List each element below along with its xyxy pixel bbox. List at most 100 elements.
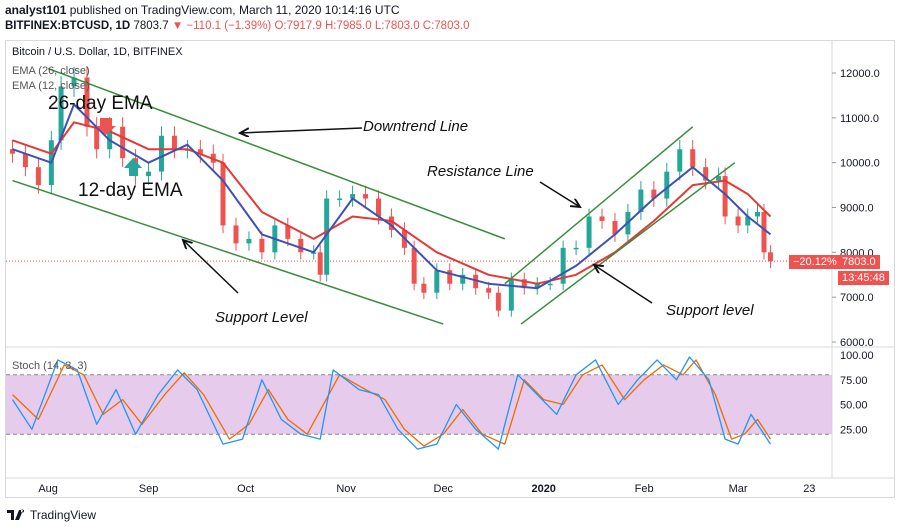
last-price-tag: 7803.0: [838, 255, 880, 269]
time-tick-label: Dec: [434, 483, 454, 495]
candle: [337, 198, 343, 201]
annotation-resistance-line: Resistance Line: [427, 163, 534, 180]
ohlc-values: O:7917.9 H:7985.0 L:7803.0 C:7803.0: [274, 20, 470, 32]
buy-arrow-icon: [124, 158, 142, 176]
candle: [573, 247, 579, 250]
legend-ema-12[interactable]: EMA (12, close): [12, 80, 90, 92]
tradingview-brand[interactable]: TradingView: [30, 508, 97, 522]
annotation-downtrend-line: Downtrend Line: [363, 118, 469, 135]
time-tick-label: 2020: [531, 483, 555, 495]
legend-stoch[interactable]: Stoch (14, 3, 3): [12, 360, 88, 372]
candle: [9, 149, 15, 154]
time-tick-label: Mar: [729, 483, 748, 495]
legend-ema-26[interactable]: EMA (26, close): [12, 65, 90, 77]
candle: [664, 171, 670, 199]
candle: [120, 126, 126, 159]
stoch-k-line: [11, 356, 772, 450]
stoch-d-line: [12, 359, 772, 447]
annotation-arrow: [594, 265, 653, 304]
candle: [285, 225, 291, 239]
candle: [421, 283, 427, 293]
candle: [486, 288, 492, 293]
trend-line: [12, 179, 444, 325]
candle: [233, 225, 239, 244]
price-change: −110.1 (−1.39%): [186, 20, 272, 32]
candle: [434, 270, 440, 293]
symbol-line: BITFINEX:BTCUSD, 1D 7803.7 ▼ −110.1 (−1.…: [5, 20, 469, 32]
price-tick-label: 6000.0: [840, 337, 874, 349]
candle: [735, 216, 741, 226]
candle: [767, 252, 773, 262]
candle: [586, 216, 592, 248]
tradingview-logo-icon: [7, 509, 24, 520]
candle: [171, 135, 177, 150]
candle: [58, 86, 64, 141]
chart-header: analyst101 published on TradingView.com,…: [0, 0, 900, 40]
annotation-arrow: [539, 181, 580, 207]
annotation-arrow: [183, 240, 239, 294]
candle: [197, 149, 203, 154]
countdown-tag: 13:45:48: [838, 271, 889, 285]
time-tick-label: 23: [803, 483, 815, 495]
candle: [146, 171, 152, 177]
symbol-name[interactable]: BITFINEX:BTCUSD, 1D: [5, 20, 131, 32]
candle: [534, 283, 540, 289]
ema-12-line: [12, 103, 772, 290]
stoch-tick-label: 50.00: [840, 400, 868, 412]
candle: [298, 238, 304, 253]
candle: [246, 238, 252, 244]
candle: [722, 176, 728, 217]
candle: [363, 194, 369, 199]
publisher-line: analyst101 published on TradingView.com,…: [5, 3, 400, 17]
candle: [473, 274, 479, 289]
time-tick-label: Sep: [139, 483, 159, 495]
candle: [324, 198, 330, 275]
candle: [317, 252, 323, 275]
candle: [460, 274, 466, 284]
candle: [651, 189, 657, 199]
legend-title: Bitcoin / U.S. Dollar, 1D, BITFINEX: [12, 46, 183, 58]
footer: TradingView: [0, 502, 900, 531]
candle: [259, 238, 265, 253]
candle: [547, 283, 553, 286]
candle: [71, 77, 77, 87]
candle: [220, 162, 226, 226]
candle: [508, 279, 514, 311]
price-tick-label: 7000.0: [840, 292, 874, 304]
sell-arrow-icon: [96, 118, 116, 135]
price-tick-label: 10000.0: [840, 158, 880, 170]
annotation-26-day-ema: 26-day EMA: [48, 93, 153, 114]
candle: [638, 189, 644, 212]
candle: [107, 126, 113, 150]
candle: [495, 292, 501, 311]
annotation-arrow: [240, 127, 363, 133]
candle: [521, 279, 527, 289]
price-tick-label: 12000.0: [840, 68, 880, 80]
down-arrow-icon: ▼: [171, 20, 184, 32]
candle: [411, 247, 417, 284]
candle: [745, 216, 751, 226]
last-price: 7803.7: [133, 20, 169, 32]
price-tick-label: 11000.0: [840, 113, 879, 125]
candle: [703, 167, 709, 181]
trend-line: [47, 67, 506, 240]
candle: [754, 211, 760, 217]
candle: [599, 216, 605, 221]
annotation-support-level-right: Support level: [666, 302, 754, 319]
candle: [677, 149, 683, 172]
stoch-band: [6, 374, 832, 435]
candle: [158, 135, 164, 172]
stoch-tick-label: 25.00: [840, 424, 868, 436]
chart-frame: [5, 40, 895, 498]
price-tick-label: 9000.0: [840, 203, 874, 215]
publisher-name[interactable]: analyst101: [5, 3, 67, 17]
published-text: published on TradingView.com, March 11, …: [69, 3, 400, 17]
candle: [612, 220, 618, 235]
annotation-12-day-ema: 12-day EMA: [78, 180, 183, 201]
trend-line: [504, 126, 694, 285]
trend-line: [520, 162, 736, 325]
annotation-support-level-left: Support Level: [215, 309, 308, 326]
time-tick-label: Feb: [635, 483, 654, 495]
stoch-tick-label: 100.00: [840, 350, 874, 362]
